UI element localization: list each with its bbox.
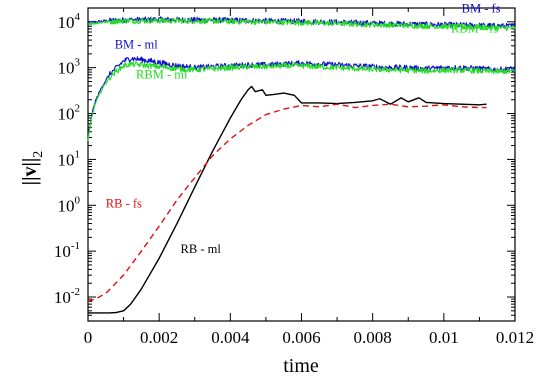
annotation-rb-fs: RB - fs xyxy=(106,196,142,210)
axis-ticks xyxy=(87,8,516,321)
x-tick-label: 0 xyxy=(84,328,93,347)
tick-labels: 0 0.002 0.004 0.006 0.008 0.01 0.012 10-2 10-1 10… xyxy=(54,11,534,347)
y-tick-label: 10-2 xyxy=(54,286,80,307)
y-tick-label: 102 xyxy=(58,103,81,124)
x-tick-label: 0.01 xyxy=(429,328,459,347)
series-rbm-fs xyxy=(87,17,516,32)
x-tick-label: 0.004 xyxy=(211,328,250,347)
y-tick-label: 101 xyxy=(58,148,81,169)
series-layer xyxy=(87,16,516,314)
x-tick-label: 0.012 xyxy=(496,328,534,347)
annotation-bm-fs: BM - fs xyxy=(462,1,501,15)
x-tick-label: 0.002 xyxy=(140,328,178,347)
annotations: BM - fs RBM - fs BM - ml RBM - ml RB - fs RB … xyxy=(106,1,501,256)
y-tick-label: 100 xyxy=(58,194,81,215)
series-rb-ml xyxy=(88,85,487,314)
svg-text:||v||2: ||v||2 xyxy=(19,151,46,186)
annotation-rbm-fs: RBM - fs xyxy=(451,22,498,36)
y-tick-label: 103 xyxy=(58,57,81,78)
series-rb-fs xyxy=(87,103,487,303)
annotation-rbm-ml: RBM - ml xyxy=(136,68,188,82)
annotation-rb-ml: RB - ml xyxy=(181,242,222,256)
y-axis-title: ||v|| xyxy=(19,158,41,186)
x-tick-label: 0.006 xyxy=(282,328,320,347)
annotation-bm-ml: BM - ml xyxy=(115,38,159,52)
y-tick-label: 10-1 xyxy=(54,240,80,261)
y-axis-title-subscript: 2 xyxy=(31,151,46,158)
series-rbm-ml xyxy=(87,60,516,142)
plot-frame xyxy=(87,7,516,322)
x-axis-title: time xyxy=(283,355,319,377)
x-tick-label: 0.008 xyxy=(354,328,392,347)
y-tick-label: 104 xyxy=(58,11,81,32)
y-axis-title-group: ||v||2 xyxy=(19,151,46,186)
